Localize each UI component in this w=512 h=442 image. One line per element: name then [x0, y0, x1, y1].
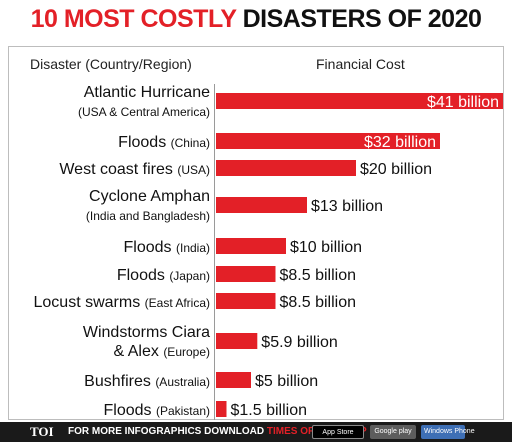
column-header-cost: Financial Cost	[316, 56, 405, 72]
bar-8	[216, 333, 258, 349]
category-label-5: Floods (India)	[124, 239, 210, 256]
bar-2	[216, 133, 440, 149]
axis-divider	[214, 84, 215, 420]
category-label-6: Floods (Japan)	[117, 267, 210, 284]
google-play-badge[interactable]: Google play	[370, 425, 416, 439]
value-label-7: $8.5 billion	[280, 294, 357, 311]
page-title: 10 MOST COSTLY DISASTERS OF 2020	[0, 2, 512, 36]
value-label-4: $13 billion	[311, 198, 383, 215]
category-sublabel-8: & Alex (Europe)	[114, 343, 211, 360]
value-label-8: $5.9 billion	[261, 334, 338, 351]
bar-3	[216, 160, 356, 176]
toi-logo: TOI	[30, 424, 54, 439]
bar-1	[216, 93, 503, 109]
value-label-1: $41 billion	[427, 94, 499, 111]
value-label-2: $32 billion	[364, 134, 436, 151]
category-label-4: Cyclone Amphan	[89, 188, 210, 205]
value-label-10: $1.5 billion	[231, 402, 308, 419]
chart-frame	[8, 46, 504, 420]
footer-text: FOR MORE INFOGRAPHICS DOWNLOAD	[68, 426, 265, 437]
value-label-9: $5 billion	[255, 373, 318, 390]
column-header-disaster: Disaster (Country/Region)	[30, 56, 192, 72]
footer-bar: TOI FOR MORE INFOGRAPHICS DOWNLOAD TIMES…	[0, 422, 512, 442]
bar-5	[216, 238, 286, 254]
bar-4	[216, 197, 307, 213]
category-label-2: Floods (China)	[118, 134, 210, 151]
category-label-10: Floods (Pakistan)	[104, 402, 211, 419]
bar-10	[216, 401, 227, 417]
category-label-7: Locust swarms (East Africa)	[34, 294, 211, 311]
category-label-8: Windstorms Ciara	[83, 324, 210, 341]
category-label-9: Bushfires (Australia)	[84, 373, 210, 390]
category-label-1: Atlantic Hurricane	[84, 84, 210, 101]
windows-phone-badge[interactable]: Windows Phone	[421, 425, 475, 439]
bar-6	[216, 266, 276, 282]
value-label-5: $10 billion	[290, 239, 362, 256]
category-sublabel-1: (USA & Central Americа)	[78, 105, 210, 119]
category-sublabel-4: (India and Bangladesh)	[86, 209, 210, 223]
bar-9	[216, 372, 251, 388]
category-label-3: West coast fires (USA)	[59, 161, 210, 178]
title-main: DISASTERS OF 2020	[242, 5, 482, 33]
title-highlight: 10 MOST COSTLY	[30, 5, 237, 33]
value-label-6: $8.5 billion	[280, 267, 357, 284]
bar-7	[216, 293, 276, 309]
value-label-3: $20 billion	[360, 161, 432, 178]
app-store-badge[interactable]: App Store	[312, 425, 364, 439]
